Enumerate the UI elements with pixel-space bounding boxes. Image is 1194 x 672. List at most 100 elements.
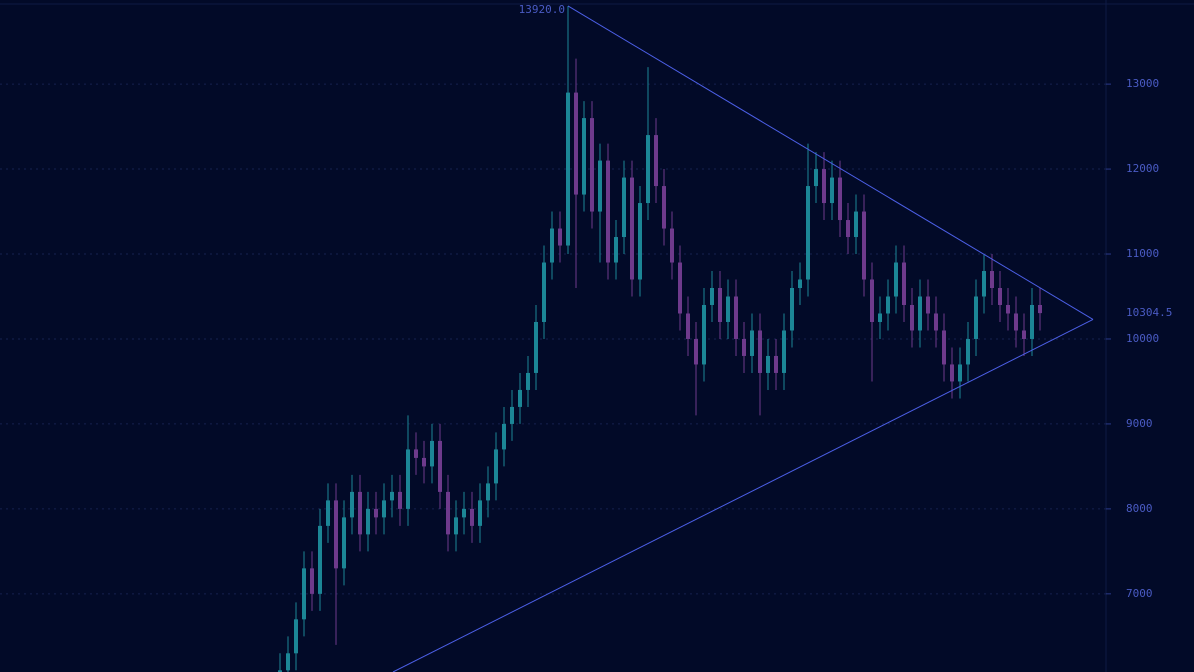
candle-body (1030, 304, 1034, 339)
candle-body (478, 500, 482, 526)
candle-body (374, 508, 378, 518)
candle-body (982, 271, 986, 297)
trendline (567, 5, 1094, 320)
candle-body (878, 313, 882, 322)
candle-body (582, 118, 586, 195)
candle-body (342, 517, 346, 569)
candle-body (934, 313, 938, 331)
candle-body (422, 457, 426, 467)
y-tick-label: 11000 (1126, 247, 1159, 260)
candle-body (438, 440, 442, 492)
candle-body (910, 304, 914, 331)
candle-body (726, 296, 730, 322)
y-tick-label: 13000 (1126, 77, 1159, 90)
y-tick-label: 9000 (1126, 417, 1153, 430)
candle-body (838, 177, 842, 221)
candle-body (1038, 304, 1042, 314)
candle-body (998, 288, 1002, 305)
candle-body (886, 296, 890, 314)
candle-body (758, 330, 762, 373)
candle-body (678, 262, 682, 314)
candle-body (390, 491, 394, 501)
candle-body (526, 372, 530, 390)
candle-body (654, 135, 658, 187)
candle-body (414, 449, 418, 458)
candle-body (918, 296, 922, 331)
candle-body (774, 355, 778, 373)
candle-body (406, 449, 410, 509)
candle-body (486, 483, 490, 501)
candle-body (750, 330, 754, 356)
candle-body (566, 92, 570, 246)
candle-body (1006, 304, 1010, 314)
candle-body (670, 228, 674, 263)
candle-body (742, 338, 746, 356)
candle-body (286, 653, 290, 671)
candle-body (950, 364, 954, 382)
candle-body (702, 304, 706, 365)
candle-body (358, 491, 362, 535)
candle-body (550, 228, 554, 263)
candle-body (966, 338, 970, 365)
candle-body (790, 288, 794, 331)
candle-body (430, 440, 434, 467)
candle-body (318, 525, 322, 594)
candle-body (862, 211, 866, 280)
candle-body (366, 508, 370, 535)
candle-body (470, 508, 474, 526)
candle-body (294, 619, 298, 654)
candle-body (278, 670, 282, 672)
y-tick-label: 10000 (1126, 332, 1159, 345)
candle-body (494, 449, 498, 484)
candle-body (958, 364, 962, 382)
candle-body (894, 262, 898, 297)
candle-body (1022, 330, 1026, 339)
candle-body (302, 568, 306, 620)
candle-body (590, 118, 594, 212)
candle-body (902, 262, 906, 305)
candle-body (782, 330, 786, 373)
y-tick-label: 12000 (1126, 162, 1159, 175)
candle-body (646, 135, 650, 204)
candle-body (814, 169, 818, 187)
y-tick-label: 8000 (1126, 502, 1153, 515)
candle-body (734, 296, 738, 339)
candle-body (310, 568, 314, 594)
trendline (392, 318, 1094, 672)
candle-body (502, 423, 506, 450)
candle-body (518, 389, 522, 407)
candle-body (558, 228, 562, 246)
candle-body (614, 237, 618, 263)
candle-body (446, 491, 450, 535)
candle-body (846, 220, 850, 238)
candle-body (462, 508, 466, 518)
candle-body (606, 160, 610, 263)
candle-body (766, 355, 770, 373)
candle-body (870, 279, 874, 322)
candle-body (454, 517, 458, 535)
candle-body (806, 186, 810, 280)
candle-body (974, 296, 978, 339)
candle-body (598, 160, 602, 212)
candle-body (350, 491, 354, 518)
high-annotation: 13920.0 (519, 3, 565, 16)
candle-body (334, 500, 338, 569)
candle-body (942, 330, 946, 365)
candle-body (822, 169, 826, 204)
candle-body (990, 271, 994, 288)
candle-body (854, 211, 858, 238)
candle-body (686, 313, 690, 339)
candle-body (542, 262, 546, 322)
candle-body (830, 177, 834, 204)
y-tick-label: 7000 (1126, 587, 1153, 600)
candle-body (630, 177, 634, 280)
candle-body (510, 406, 514, 424)
candle-body (694, 338, 698, 365)
candle-body (926, 296, 930, 314)
last-price-label: 10304.5 (1126, 306, 1172, 319)
candle-body (534, 321, 538, 373)
candle-body (398, 491, 402, 509)
